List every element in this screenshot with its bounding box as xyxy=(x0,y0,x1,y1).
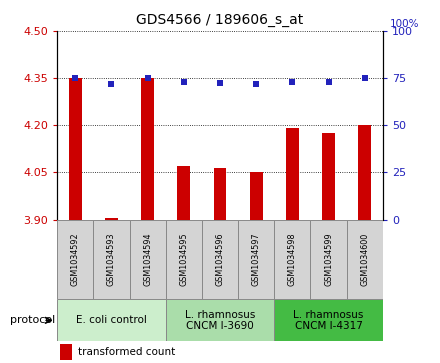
Bar xyxy=(274,299,383,341)
Point xyxy=(253,81,260,87)
Bar xyxy=(311,220,347,299)
Text: GSM1034595: GSM1034595 xyxy=(180,233,188,286)
Point xyxy=(289,79,296,85)
Bar xyxy=(202,220,238,299)
Bar xyxy=(214,168,226,220)
Bar xyxy=(93,220,129,299)
Bar xyxy=(57,220,93,299)
Bar xyxy=(57,299,166,341)
Text: GSM1034592: GSM1034592 xyxy=(71,233,80,286)
Text: GSM1034598: GSM1034598 xyxy=(288,233,297,286)
Bar xyxy=(286,129,299,220)
Bar xyxy=(60,343,72,360)
Text: GSM1034597: GSM1034597 xyxy=(252,233,260,286)
Text: GSM1034599: GSM1034599 xyxy=(324,233,333,286)
Bar xyxy=(166,299,274,341)
Bar xyxy=(129,220,166,299)
Point xyxy=(216,80,224,86)
Text: GSM1034593: GSM1034593 xyxy=(107,233,116,286)
Point xyxy=(325,79,332,85)
Bar xyxy=(274,220,311,299)
Point xyxy=(361,75,368,81)
Point xyxy=(180,79,187,85)
Text: L. rhamnosus
CNCM I-4317: L. rhamnosus CNCM I-4317 xyxy=(293,310,364,331)
Bar xyxy=(322,133,335,220)
Text: protocol: protocol xyxy=(10,315,55,325)
Bar xyxy=(238,220,274,299)
Text: GSM1034600: GSM1034600 xyxy=(360,233,369,286)
Bar xyxy=(141,78,154,220)
Text: E. coli control: E. coli control xyxy=(76,315,147,325)
Text: GSM1034596: GSM1034596 xyxy=(216,233,224,286)
Bar xyxy=(166,220,202,299)
Bar xyxy=(250,172,263,220)
Title: GDS4566 / 189606_s_at: GDS4566 / 189606_s_at xyxy=(136,13,304,27)
Text: transformed count: transformed count xyxy=(78,347,176,357)
Bar xyxy=(105,218,118,220)
Bar xyxy=(177,166,190,220)
Point xyxy=(108,81,115,87)
Text: L. rhamnosus
CNCM I-3690: L. rhamnosus CNCM I-3690 xyxy=(185,310,255,331)
Point xyxy=(144,75,151,81)
Bar xyxy=(347,220,383,299)
Point xyxy=(72,75,79,81)
Text: 100%: 100% xyxy=(389,19,419,29)
Bar xyxy=(359,125,371,220)
Text: GSM1034594: GSM1034594 xyxy=(143,233,152,286)
Bar xyxy=(69,78,82,220)
